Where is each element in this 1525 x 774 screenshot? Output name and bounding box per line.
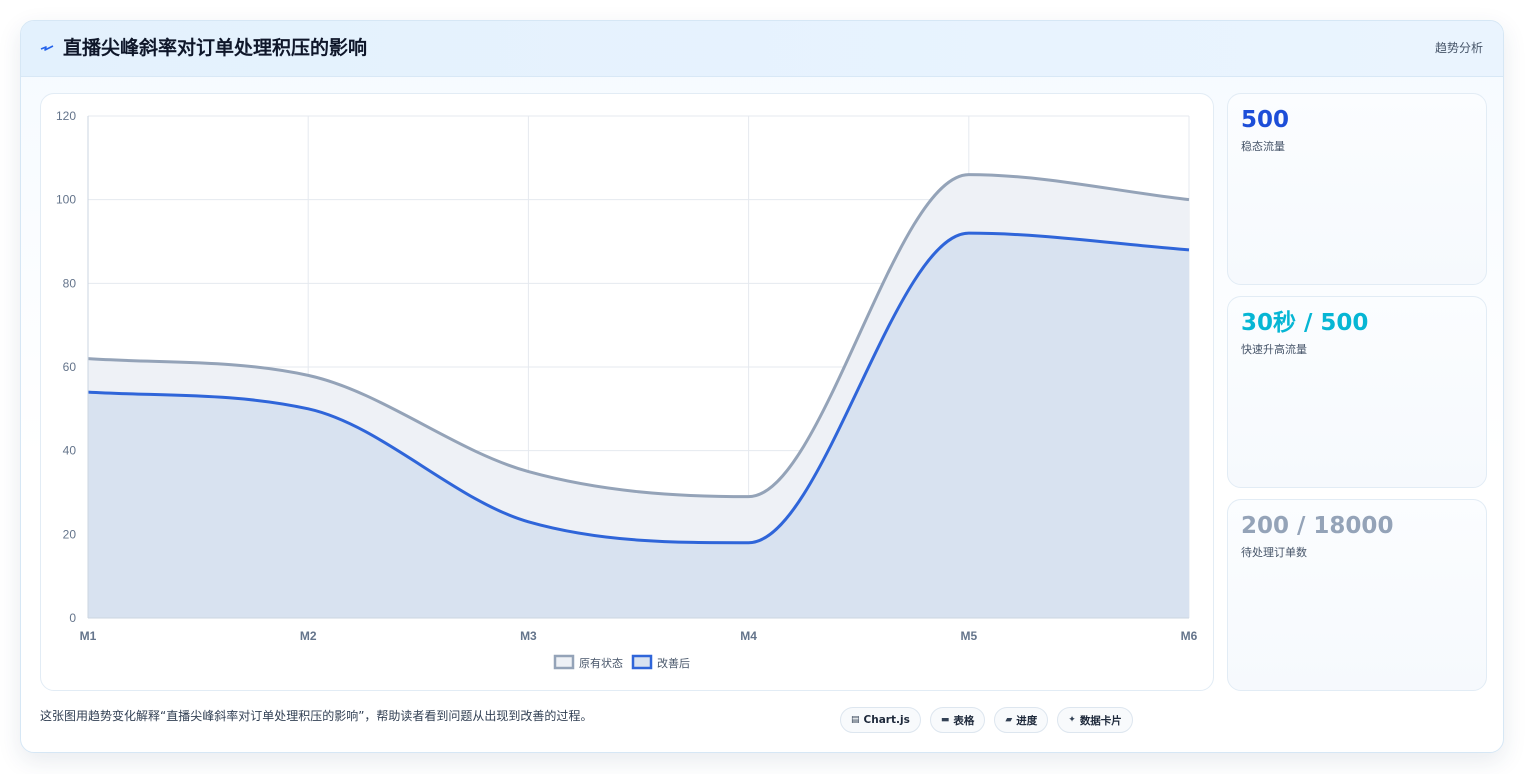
chart-icon: ▤ bbox=[851, 715, 860, 725]
card-icon: ✦ bbox=[1068, 715, 1076, 725]
chart-caption: 这张图用趋势变化解释“直播尖峰斜率对订单处理积压的影响”，帮助读者看到问题从出现… bbox=[40, 709, 593, 723]
legend-label-1: 改善后 bbox=[657, 656, 690, 670]
y-tick-label: 120 bbox=[56, 109, 76, 123]
stat-card-steady-traffic: 500 稳态流量 bbox=[1227, 93, 1487, 285]
trend-analysis-tag: 趋势分析 bbox=[1434, 41, 1483, 55]
bolt-icon bbox=[40, 45, 54, 51]
chip-label: 进度 bbox=[1016, 714, 1038, 727]
chip-data-card[interactable]: ✦ 数据卡片 bbox=[1057, 707, 1133, 733]
stat-card-pending-orders: 200 / 18000 待处理订单数 bbox=[1227, 499, 1487, 691]
page-title: 直播尖峰斜率对订单处理积压的影响 bbox=[63, 37, 368, 59]
stat-value: 200 / 18000 bbox=[1241, 513, 1394, 539]
chip-table[interactable]: ▬ 表格 bbox=[929, 707, 986, 733]
stat-label: 稳态流量 bbox=[1241, 140, 1285, 153]
stat-card-rapid-rise: 30秒 / 500 快速升高流量 bbox=[1227, 296, 1487, 488]
x-tick-label: M2 bbox=[300, 629, 317, 643]
x-tick-label: M4 bbox=[740, 629, 757, 643]
series-line-0 bbox=[87, 173, 1190, 499]
table-icon: ▬ bbox=[940, 715, 950, 725]
x-tick-label: M5 bbox=[960, 629, 977, 643]
legend-label-0: 原有状态 bbox=[579, 656, 623, 670]
legend-swatch-1 bbox=[631, 654, 653, 670]
progress-icon: ▰ bbox=[1005, 715, 1013, 725]
series-area-1 bbox=[88, 233, 1189, 618]
chip-label: Chart.js bbox=[863, 714, 910, 726]
stat-label: 待处理订单数 bbox=[1241, 546, 1307, 559]
stat-label: 快速升高流量 bbox=[1241, 343, 1307, 356]
series-line-1 bbox=[87, 231, 1190, 545]
y-tick-label: 0 bbox=[69, 611, 76, 625]
chip-progress[interactable]: ▰ 进度 bbox=[994, 707, 1049, 733]
chart-panel: 0 20 40 60 80 100 120 M1 M2 M3 M4 M5 M6 原有状态 改善后 bbox=[40, 93, 1214, 691]
stat-value: 500 bbox=[1241, 107, 1290, 133]
y-tick-label: 80 bbox=[63, 276, 77, 290]
y-tick-label: 40 bbox=[63, 444, 77, 458]
chip-label: 表格 bbox=[953, 714, 975, 727]
y-tick-label: 100 bbox=[56, 193, 76, 207]
chart-card: 直播尖峰斜率对订单处理积压的影响 趋势分析 0 20 40 60 80 100 120 M1 M… bbox=[20, 20, 1504, 753]
area-chart: 0 20 40 60 80 100 120 M1 M2 M3 M4 M5 M6 原有状态 改善后 bbox=[56, 109, 1198, 670]
chip-label: 数据卡片 bbox=[1079, 714, 1122, 727]
tech-chips: ▤ Chart.js ▬ 表格 ▰ 进度 ✦ 数据卡片 bbox=[840, 707, 1133, 733]
legend-swatch-0 bbox=[553, 654, 575, 670]
x-tick-label: M1 bbox=[80, 629, 97, 643]
stat-value: 30秒 / 500 bbox=[1241, 310, 1369, 336]
y-tick-label: 20 bbox=[63, 527, 77, 541]
x-tick-label: M3 bbox=[520, 629, 537, 643]
y-tick-label: 60 bbox=[63, 360, 77, 374]
card-header: 直播尖峰斜率对订单处理积压的影响 趋势分析 bbox=[21, 21, 1503, 77]
x-tick-label: M6 bbox=[1181, 629, 1198, 643]
chip-chartjs[interactable]: ▤ Chart.js bbox=[840, 707, 921, 733]
